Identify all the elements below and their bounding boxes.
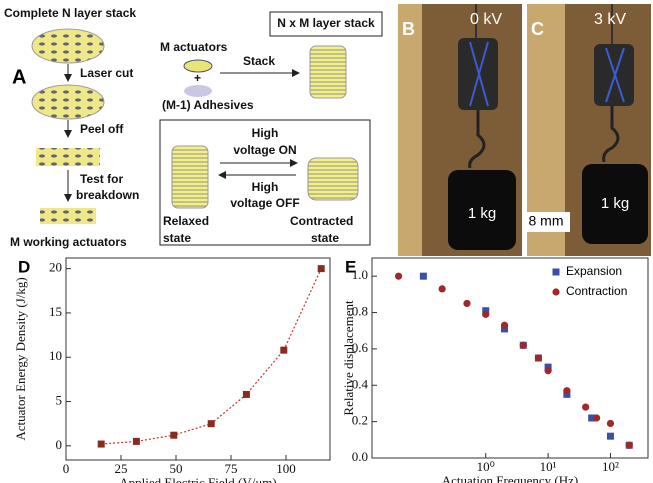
result: M working actuators bbox=[10, 235, 127, 249]
adhesive bbox=[184, 85, 212, 97]
actuators bbox=[40, 208, 96, 224]
figure: Complete N layer stack A Laser cut Peel … bbox=[0, 0, 653, 483]
y-tick-label: 1.0 bbox=[352, 267, 368, 282]
mass: 1 kg bbox=[468, 205, 496, 222]
legend-label: Expansion bbox=[566, 264, 622, 278]
point bbox=[439, 285, 446, 292]
voltage: 3 kV bbox=[594, 11, 626, 28]
step: Test for bbox=[80, 172, 123, 186]
legend-marker bbox=[552, 288, 559, 295]
fit-line bbox=[101, 269, 321, 444]
label: state bbox=[311, 231, 339, 245]
point bbox=[501, 322, 508, 329]
point bbox=[170, 432, 177, 439]
point bbox=[243, 391, 250, 398]
point bbox=[520, 342, 527, 349]
step: Peel off bbox=[80, 122, 124, 136]
y-tick-label: 20 bbox=[49, 260, 62, 275]
label: voltage ON bbox=[233, 143, 296, 157]
point bbox=[318, 265, 325, 272]
label: state bbox=[163, 231, 191, 245]
step: Laser cut bbox=[80, 66, 133, 80]
y-tick-label: 0 bbox=[56, 437, 63, 452]
point bbox=[563, 387, 570, 394]
scale-bar: 8 mm bbox=[529, 213, 564, 229]
point bbox=[420, 273, 427, 280]
x-axis-title: Applied Electric Field (V/μm) bbox=[119, 475, 277, 483]
label: (M-1) Adhesives bbox=[162, 98, 254, 112]
point bbox=[535, 354, 542, 361]
panel-label: B bbox=[402, 19, 415, 39]
label: voltage OFF bbox=[230, 196, 299, 210]
label: High bbox=[252, 180, 279, 194]
x-axis-title: Actuation Frequency (Hz) bbox=[442, 473, 578, 483]
x-tick-label: 10² bbox=[602, 459, 619, 474]
point bbox=[463, 300, 470, 307]
point bbox=[208, 420, 215, 427]
label: Contracted bbox=[290, 214, 353, 228]
x-tick-label: 100 bbox=[276, 461, 296, 476]
panel-label: A bbox=[12, 66, 26, 88]
label: N x M layer stack bbox=[277, 16, 375, 30]
plot-frame bbox=[66, 258, 330, 460]
x-tick-label: 10¹ bbox=[540, 459, 557, 474]
point bbox=[582, 403, 589, 410]
sheet bbox=[32, 29, 104, 63]
label: M actuators bbox=[160, 40, 228, 54]
mass: 1 kg bbox=[601, 195, 629, 212]
panel-label: C bbox=[531, 19, 544, 39]
stack-title: Complete N layer stack bbox=[4, 6, 136, 20]
plus: + bbox=[194, 71, 201, 85]
point bbox=[133, 438, 140, 445]
x-tick-label: 50 bbox=[170, 461, 183, 476]
x-tick-label: 0 bbox=[63, 461, 70, 476]
y-tick-label: 15 bbox=[49, 304, 62, 319]
panel-c: C 3 kV 1 kg 8 mm bbox=[522, 4, 651, 256]
y-tick-label: 5 bbox=[56, 393, 63, 408]
legend-label: Contraction bbox=[566, 284, 627, 298]
ruler bbox=[398, 4, 422, 256]
x-tick-label: 25 bbox=[115, 461, 128, 476]
label: High bbox=[252, 126, 279, 140]
label: Stack bbox=[243, 54, 275, 68]
relaxed-stack bbox=[172, 146, 208, 208]
point bbox=[544, 367, 551, 374]
step: breakdown bbox=[76, 188, 139, 202]
panel-label: D bbox=[18, 257, 30, 276]
point bbox=[395, 273, 402, 280]
point bbox=[607, 420, 614, 427]
label: Relaxed bbox=[163, 214, 209, 228]
stack bbox=[310, 46, 346, 98]
y-tick-label: 0.0 bbox=[352, 449, 368, 464]
actuators bbox=[36, 148, 100, 166]
point bbox=[626, 442, 633, 449]
point bbox=[98, 441, 105, 448]
x-tick-label: 10⁰ bbox=[477, 459, 495, 474]
point bbox=[482, 311, 489, 318]
y-axis-title: Actuator Energy Density (J/kg) bbox=[13, 277, 28, 440]
point bbox=[607, 433, 614, 440]
contracted-stack bbox=[308, 158, 358, 200]
sheet bbox=[32, 85, 104, 119]
y-axis-title: Relative displacement bbox=[341, 300, 356, 416]
legend-marker bbox=[553, 269, 560, 276]
y-tick-label: 10 bbox=[49, 348, 62, 363]
panel-a: Complete N layer stack A Laser cut Peel … bbox=[4, 6, 382, 249]
voltage: 0 kV bbox=[470, 11, 502, 28]
point bbox=[280, 347, 287, 354]
x-tick-label: 75 bbox=[225, 461, 238, 476]
panel-b: B 0 kV 1 kg bbox=[398, 4, 522, 256]
point bbox=[593, 414, 600, 421]
